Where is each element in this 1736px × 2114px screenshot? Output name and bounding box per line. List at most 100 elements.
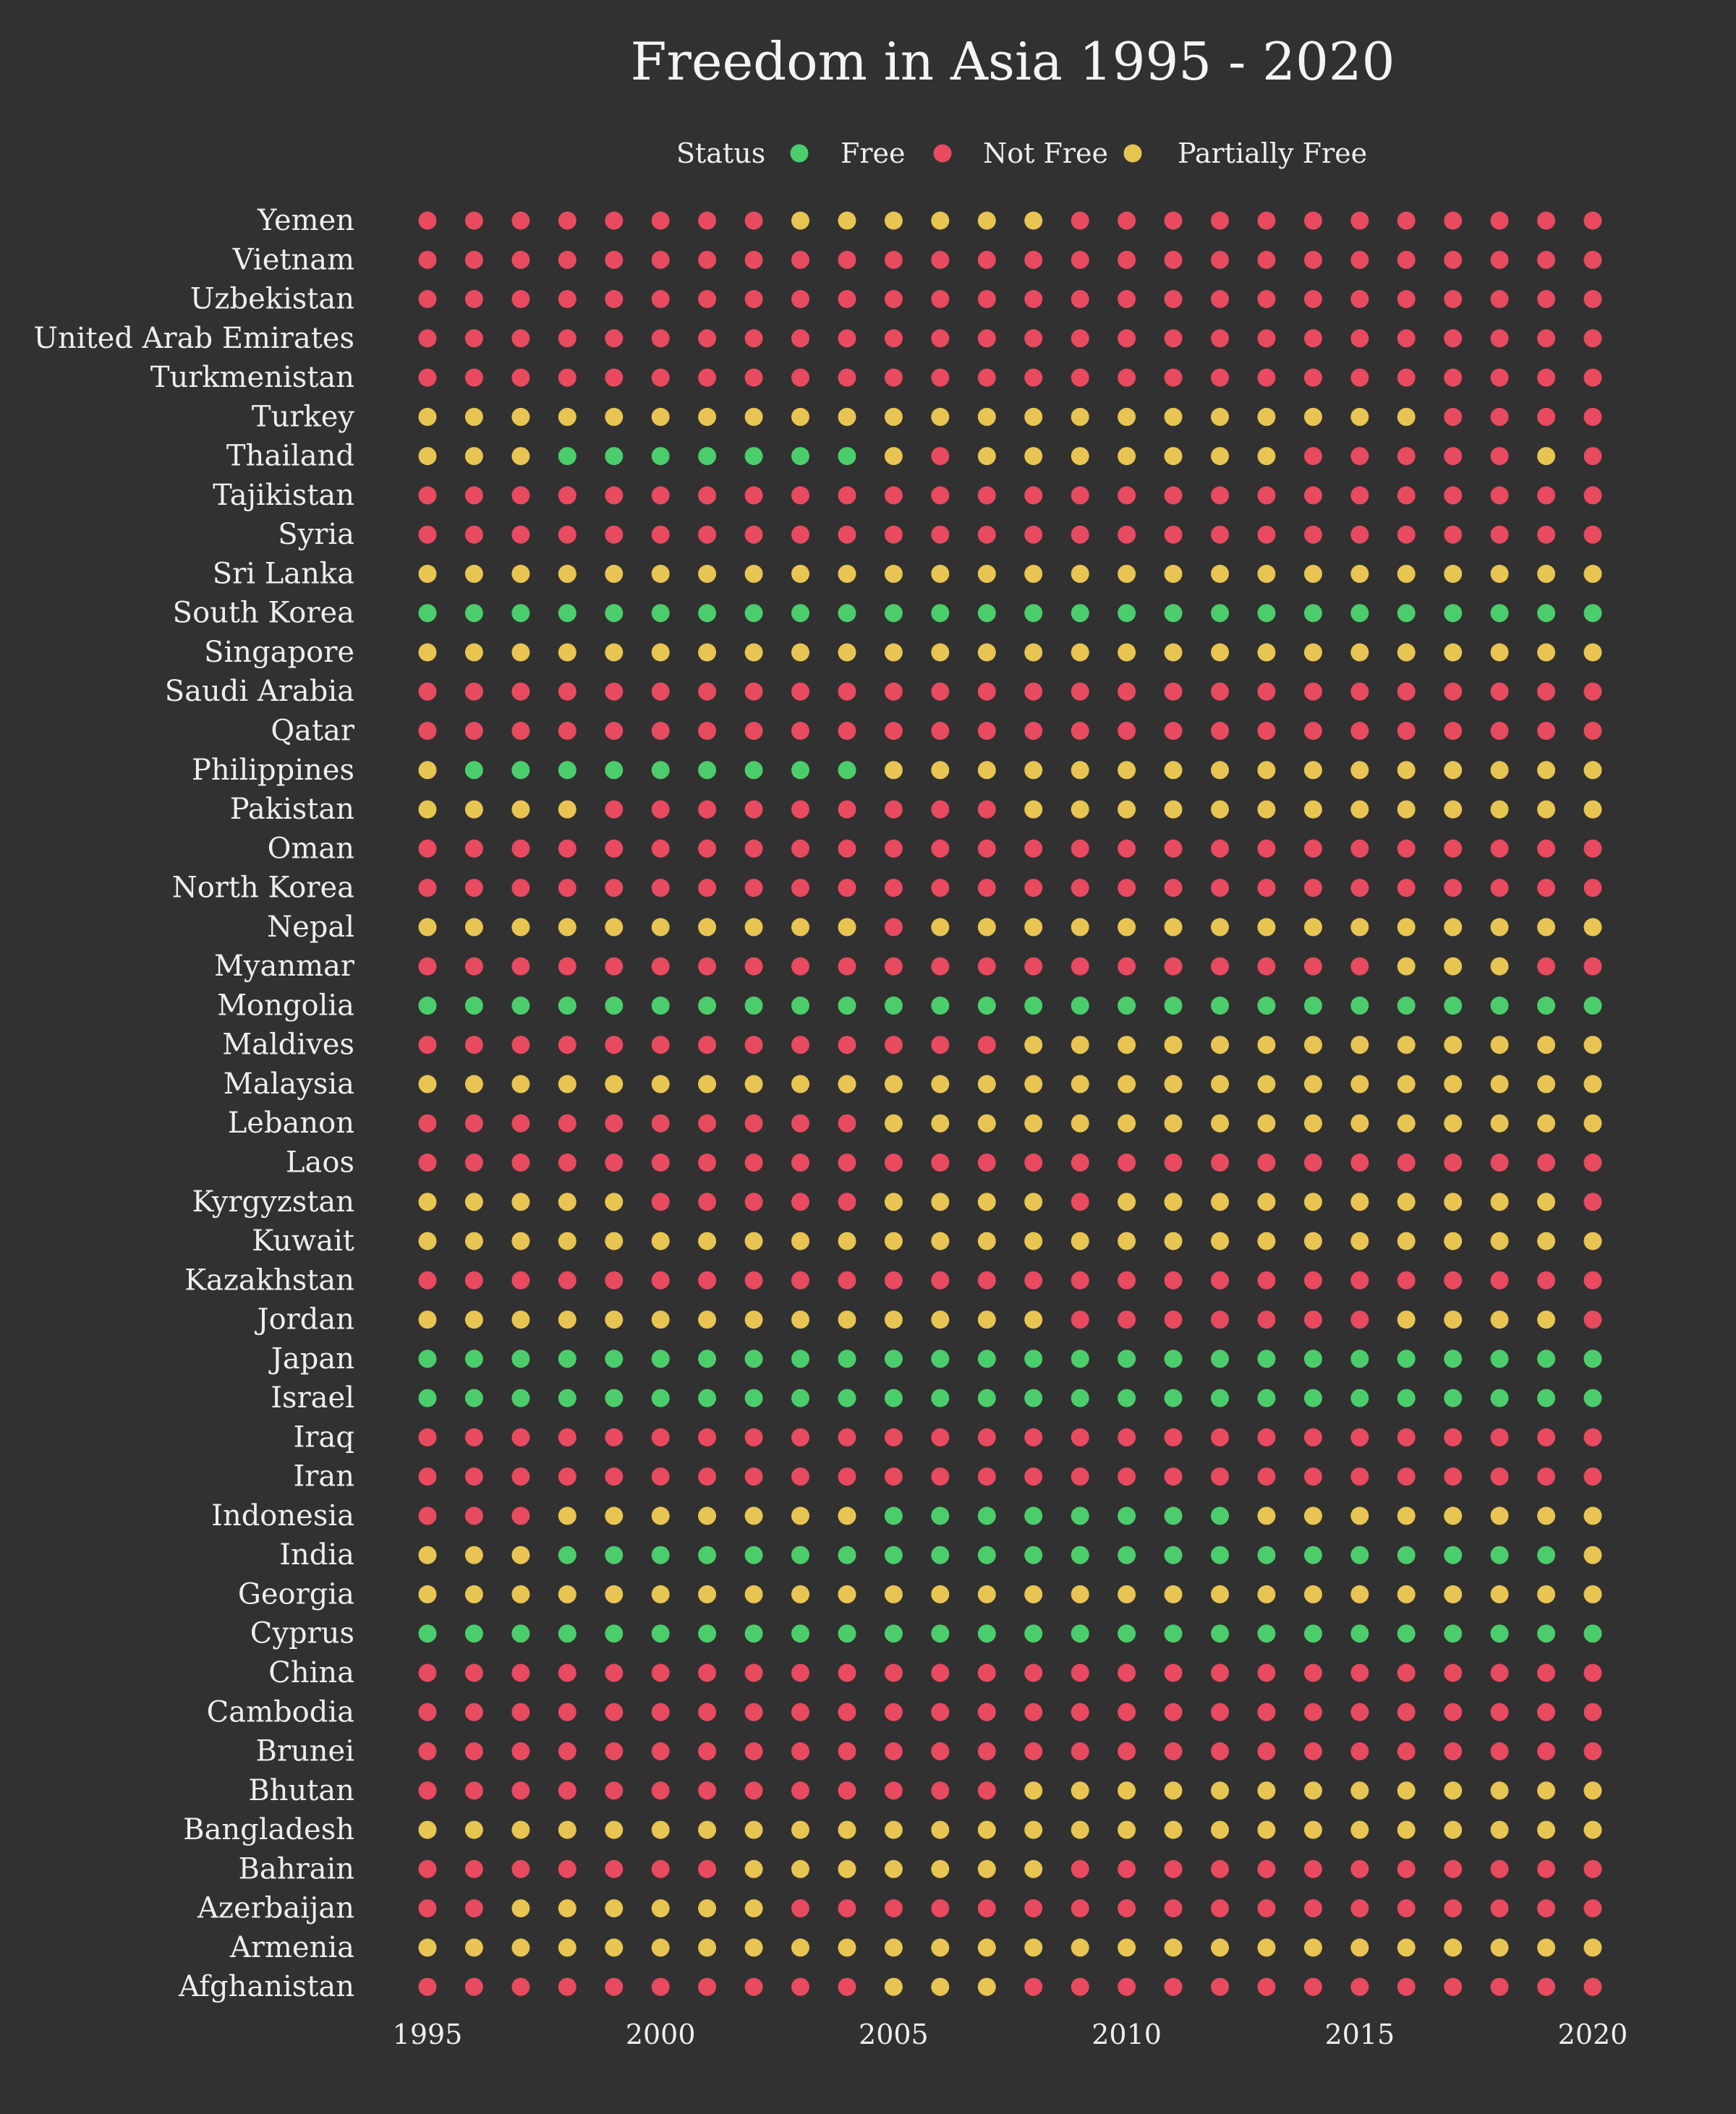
status-dot — [464, 1389, 483, 1407]
country-row — [418, 1820, 1602, 1839]
country-row — [418, 486, 1602, 505]
status-dot — [1303, 486, 1322, 505]
status-dot — [791, 1899, 809, 1918]
status-dot — [838, 1977, 856, 1996]
status-dot — [1164, 1154, 1183, 1172]
status-dot — [511, 1585, 530, 1603]
country-label: Bahrain — [238, 1852, 354, 1885]
status-dot — [558, 1859, 576, 1878]
status-dot — [1303, 1702, 1322, 1721]
status-dot — [1444, 1702, 1463, 1721]
status-dot — [1490, 1114, 1509, 1133]
status-dot — [558, 211, 576, 230]
status-dot — [744, 1036, 763, 1054]
status-dot — [1350, 1624, 1369, 1643]
status-dot — [931, 1467, 950, 1486]
status-dot — [1350, 1193, 1369, 1211]
status-dot — [1350, 1506, 1369, 1525]
status-dot — [884, 564, 903, 583]
country-label: Nepal — [267, 911, 354, 944]
status-dot — [977, 1036, 996, 1054]
status-dot — [464, 1506, 483, 1525]
status-dot — [1164, 1389, 1183, 1407]
status-dot — [838, 1702, 856, 1721]
status-dot — [1118, 525, 1136, 544]
x-tick-label: 1995 — [393, 2019, 463, 2050]
status-dot — [1118, 1781, 1136, 1800]
status-dot — [1397, 250, 1416, 269]
status-dot — [931, 1350, 950, 1368]
status-dot — [1257, 1702, 1276, 1721]
status-dot — [931, 800, 950, 819]
status-dot — [698, 1702, 717, 1721]
status-dot — [698, 1114, 717, 1133]
status-dot — [418, 211, 437, 230]
status-dot — [1118, 368, 1136, 387]
status-dot — [1024, 1193, 1043, 1211]
status-dot — [1303, 1467, 1322, 1486]
status-dot — [977, 407, 996, 426]
status-dot — [464, 1742, 483, 1760]
status-dot — [1164, 1506, 1183, 1525]
status-dot — [1350, 1742, 1369, 1760]
status-dot — [1350, 407, 1369, 426]
status-dot — [1211, 407, 1229, 426]
status-dot — [791, 1193, 809, 1211]
status-dot — [1537, 1859, 1556, 1878]
status-dot — [1071, 1350, 1089, 1368]
status-dot — [511, 1075, 530, 1094]
status-dot — [744, 1154, 763, 1172]
status-dot — [418, 1114, 437, 1133]
status-dot — [1211, 643, 1229, 662]
status-dot — [791, 1977, 809, 1996]
status-dot — [1444, 957, 1463, 976]
status-dot — [931, 407, 950, 426]
status-dot — [418, 1977, 437, 1996]
country-row — [418, 1742, 1602, 1760]
status-dot — [884, 1428, 903, 1446]
status-dot — [1164, 879, 1183, 898]
country-row — [418, 682, 1602, 701]
status-dot — [558, 722, 576, 740]
country-row — [418, 761, 1602, 780]
status-dot — [1071, 604, 1089, 623]
status-dot — [1118, 447, 1136, 466]
status-dot — [1490, 1624, 1509, 1643]
country-label: Iraq — [294, 1420, 354, 1454]
status-dot — [977, 1820, 996, 1839]
status-dot — [464, 1899, 483, 1918]
status-dot — [1303, 1154, 1322, 1172]
status-dot — [1444, 1742, 1463, 1760]
status-dot — [838, 1820, 856, 1839]
status-dot — [1257, 957, 1276, 976]
status-dot — [1164, 761, 1183, 780]
status-dot — [931, 1546, 950, 1564]
status-dot — [1397, 1506, 1416, 1525]
status-dot — [464, 918, 483, 937]
status-dot — [605, 329, 624, 348]
status-dots — [418, 211, 1602, 1996]
status-dot — [1444, 1859, 1463, 1878]
status-dot — [698, 1977, 717, 1996]
status-dot — [1490, 722, 1509, 740]
status-dot — [1537, 1389, 1556, 1407]
status-dot — [744, 1389, 763, 1407]
status-dot — [838, 604, 856, 623]
status-dot — [1537, 1742, 1556, 1760]
status-dot — [791, 1663, 809, 1682]
status-dot — [1397, 1742, 1416, 1760]
status-dot — [1537, 957, 1556, 976]
status-dot — [744, 1428, 763, 1446]
status-dot — [977, 1585, 996, 1603]
status-dot — [464, 1624, 483, 1643]
country-row — [418, 1977, 1602, 1996]
status-dot — [1118, 1624, 1136, 1643]
status-dot — [1071, 1820, 1089, 1839]
status-dot — [651, 839, 670, 858]
status-dot — [418, 1036, 437, 1054]
status-dot — [558, 250, 576, 269]
status-dot — [1164, 1232, 1183, 1250]
status-dot — [1164, 211, 1183, 230]
country-label: Uzbekistan — [190, 283, 354, 316]
status-dot — [1537, 1585, 1556, 1603]
